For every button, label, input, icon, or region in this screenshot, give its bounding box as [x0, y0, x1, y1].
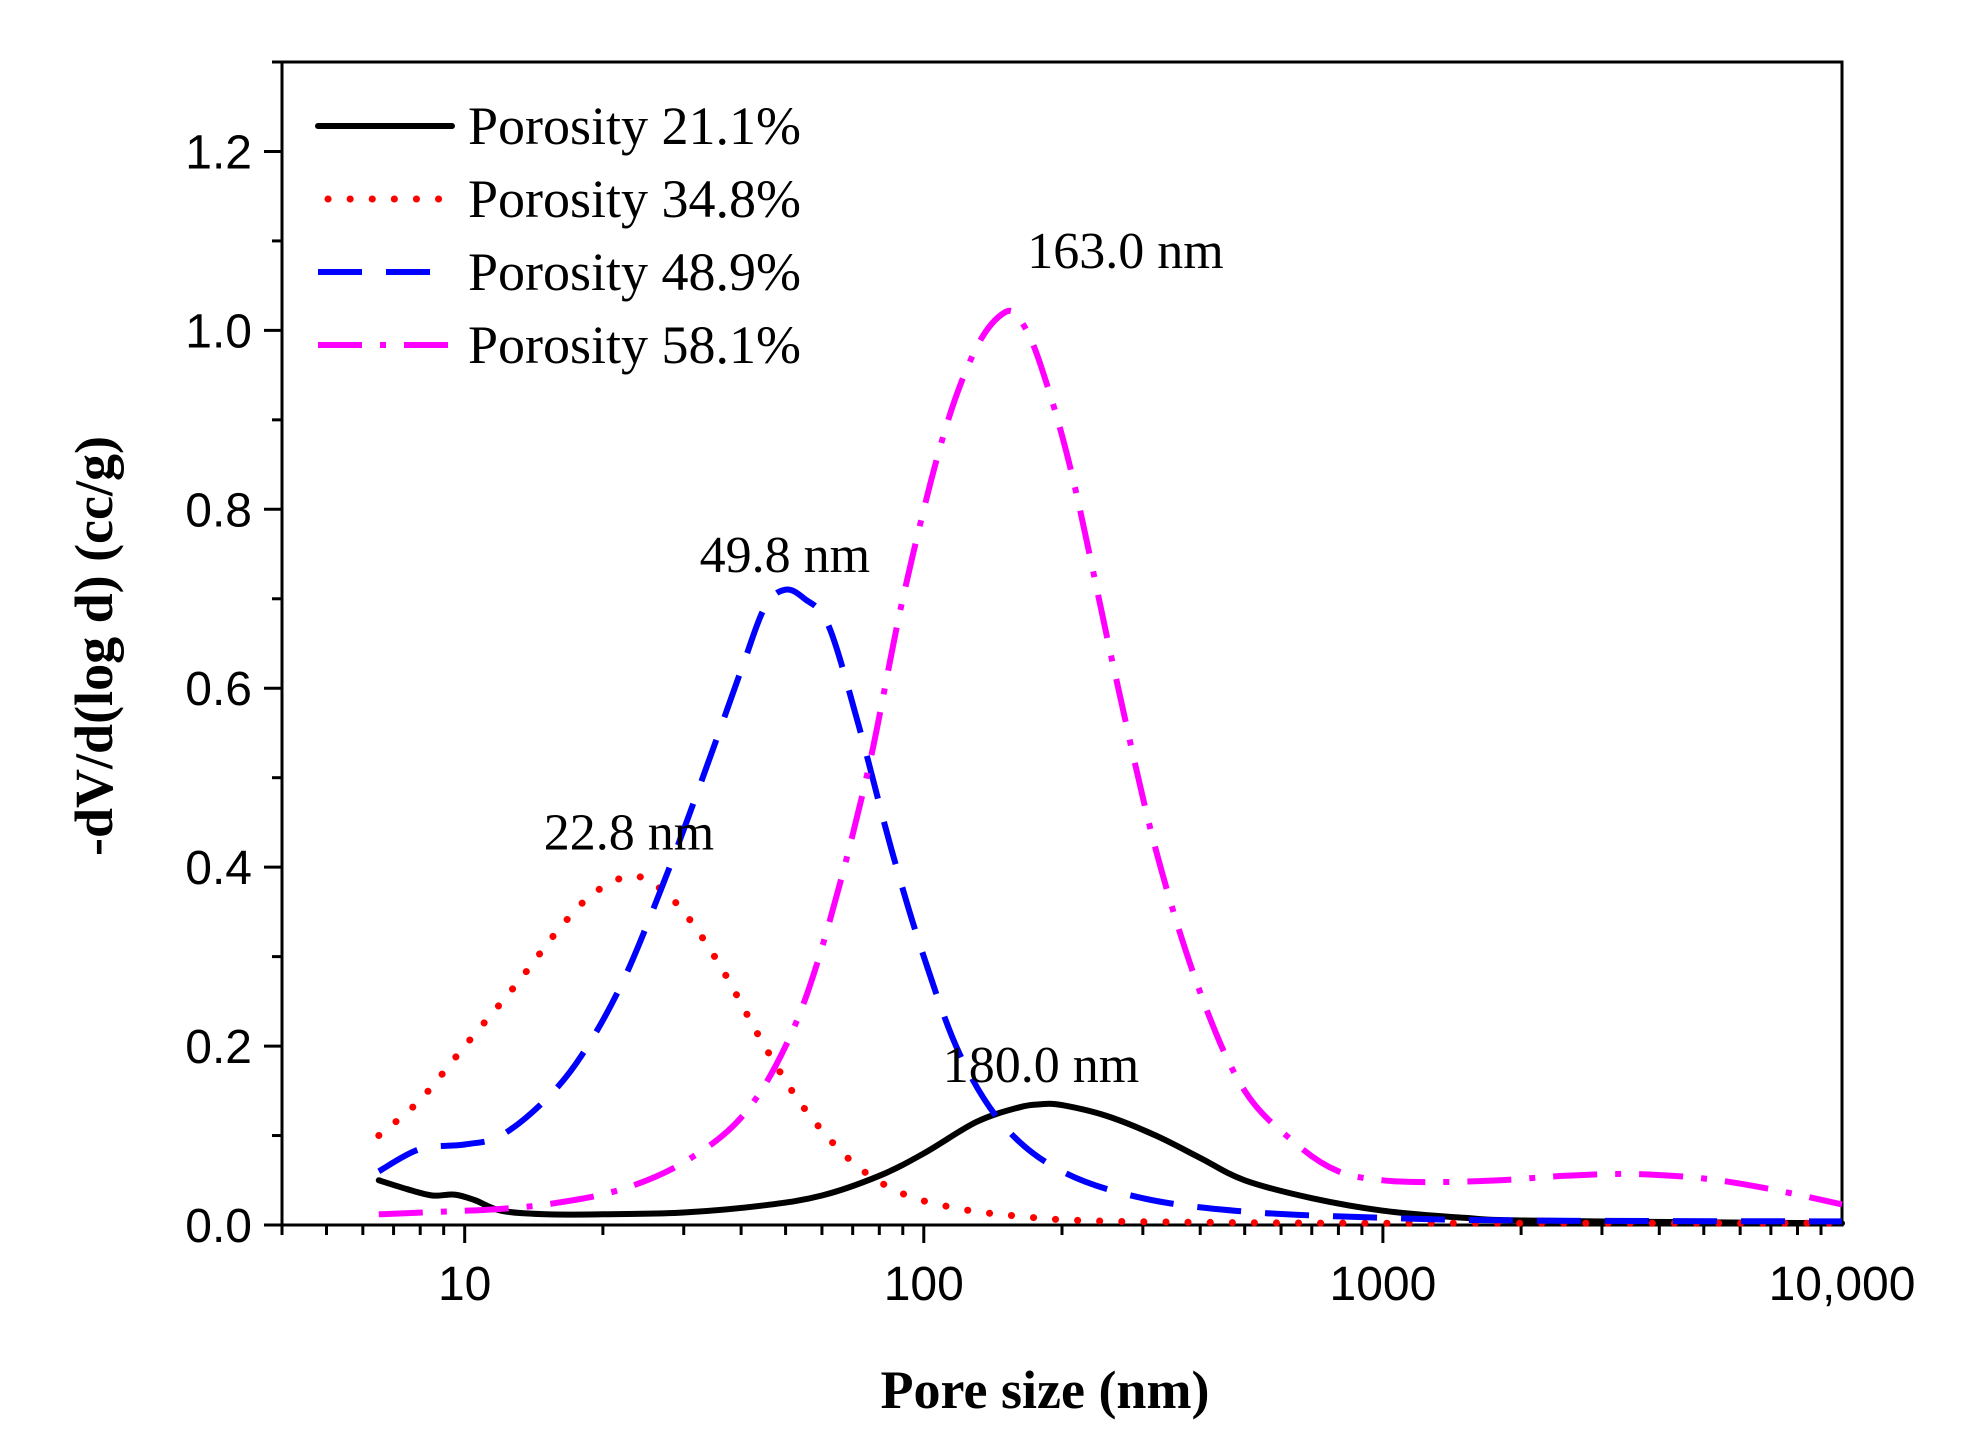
- x-axis-ticks: 10 100 1000 10,000: [280, 1225, 1916, 1311]
- series-line-porosity-58-1-: [378, 307, 1843, 1218]
- y-axis-title: -dV/d(log d) (cc/g): [64, 436, 124, 856]
- y-tick-label: 0.0: [185, 1200, 252, 1253]
- y-tick-label: 1.2: [185, 126, 252, 179]
- peak-annotation: 22.8 nm: [544, 804, 714, 861]
- legend-label: Porosity 21.1%: [468, 96, 801, 156]
- peak-annotation: 180.0 nm: [943, 1037, 1139, 1094]
- peak-annotation: 163.0 nm: [1027, 223, 1223, 280]
- y-tick-label: 0.6: [185, 663, 252, 716]
- y-tick-label: 0.4: [185, 842, 252, 895]
- series-line-porosity-21-1-: [375, 1100, 1845, 1227]
- legend-label: Porosity 58.1%: [468, 315, 801, 375]
- peak-annotation: 49.8 nm: [700, 527, 870, 584]
- x-tick-label: 100: [884, 1258, 964, 1311]
- x-tick-label: 10,000: [1769, 1258, 1916, 1311]
- y-axis-ticks: 0.0 0.2 0.4 0.6 0.8 1.0 1.2: [185, 60, 282, 1253]
- series-layer: [375, 307, 1846, 1227]
- y-tick-label: 0.2: [185, 1021, 252, 1074]
- series-line-porosity-48-9-: [377, 586, 1843, 1225]
- y-tick-label: 1.0: [185, 305, 252, 358]
- y-tick-label: 0.8: [185, 484, 252, 537]
- x-axis-title: Pore size (nm): [881, 1360, 1210, 1420]
- x-tick-label: 10: [438, 1258, 491, 1311]
- annotation-layer: 163.0 nm 49.8 nm 22.8 nm 180.0 nm: [544, 223, 1224, 1094]
- legend-label: Porosity 48.9%: [468, 242, 801, 302]
- x-tick-label: 1000: [1330, 1258, 1437, 1311]
- legend: Porosity 21.1% Porosity 34.8% Porosity 48.…: [315, 96, 801, 375]
- legend-label: Porosity 34.8%: [468, 169, 801, 229]
